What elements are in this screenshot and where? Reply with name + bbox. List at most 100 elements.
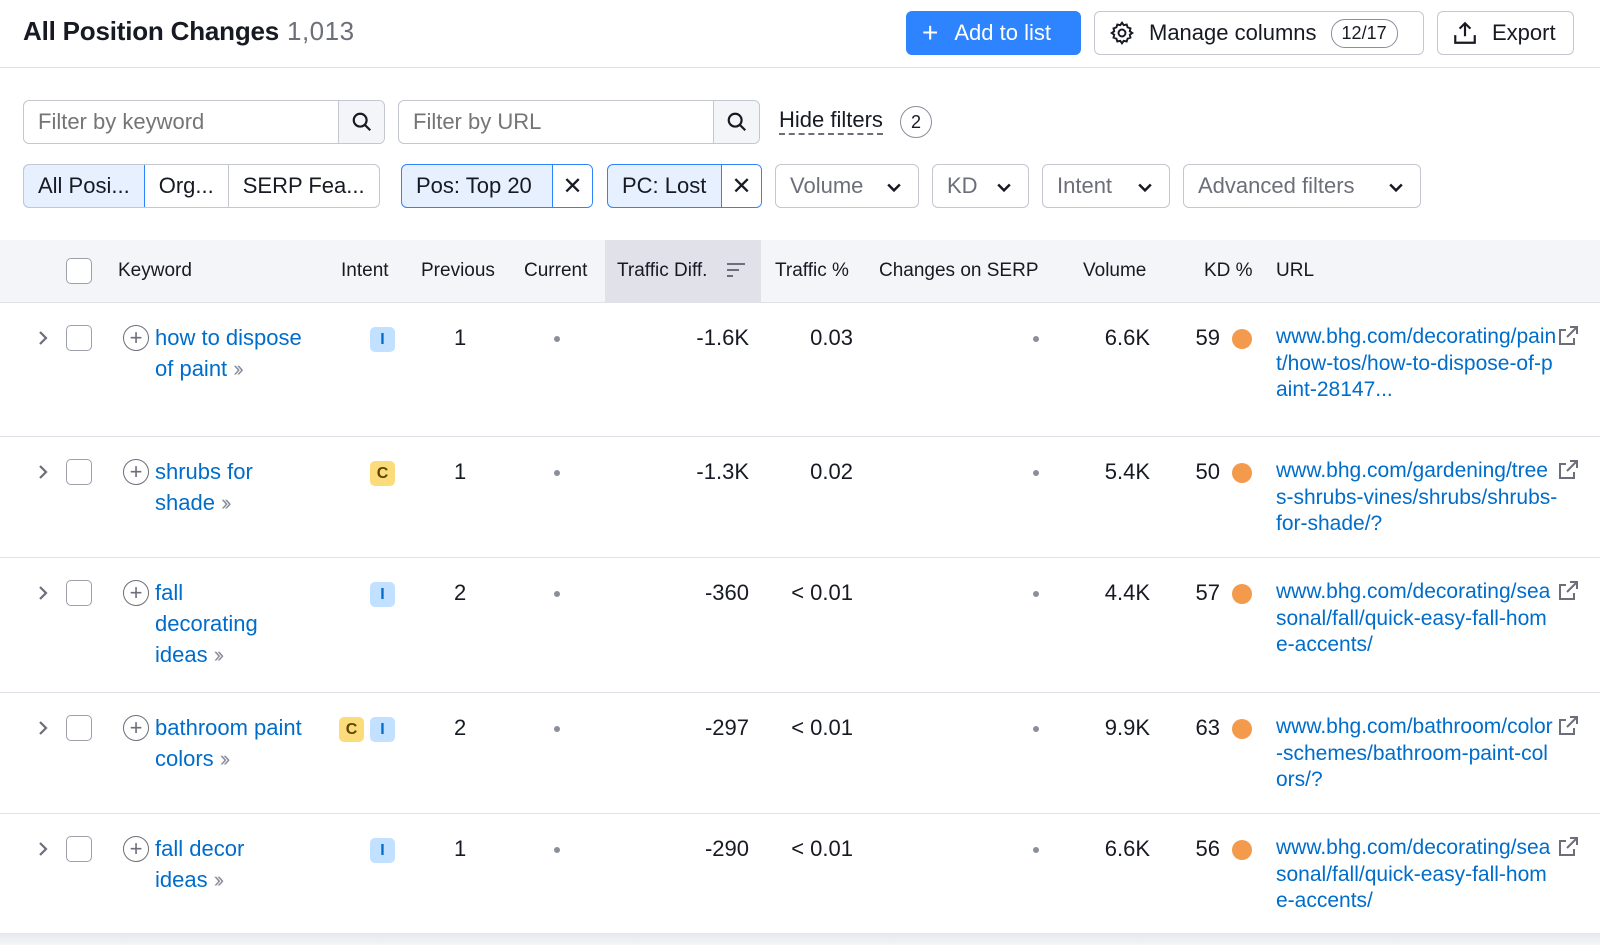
kd-dropdown[interactable]: KD — [932, 164, 1029, 208]
keyword-search-button[interactable] — [338, 101, 384, 143]
intent-badge-informational: I — [370, 327, 395, 352]
traffic-diff: -1.3K — [696, 459, 749, 484]
column-header-traffic-diff[interactable]: Traffic Diff. — [617, 260, 708, 281]
keyword-text: how to dispose of paint — [155, 325, 302, 381]
row-checkbox[interactable] — [66, 715, 92, 741]
ranking-url-link[interactable]: www.bhg.com/bathroom/color-schemes/bathr… — [1276, 715, 1553, 791]
advanced-filters-dropdown[interactable]: Advanced filters — [1183, 164, 1421, 208]
traffic-diff: -1.6K — [696, 325, 749, 350]
column-header-kd[interactable]: KD % — [1204, 260, 1253, 281]
row-checkbox[interactable] — [66, 836, 92, 862]
kd-value: 57 — [1195, 580, 1220, 605]
column-header-traffic-percent[interactable]: Traffic % — [775, 260, 849, 281]
intent-badge-informational: I — [370, 582, 395, 607]
previous-position: 2 — [454, 715, 467, 740]
double-chevron-icon[interactable]: ›› — [213, 642, 224, 667]
previous-position: 1 — [454, 836, 467, 861]
gear-icon — [1110, 21, 1134, 45]
table-row[interactable]: + fall decorating ideas ›› I 2 -360 < 0.0… — [0, 558, 1600, 693]
result-count: 1,013 — [287, 16, 355, 46]
active-filters-count: 2 — [900, 106, 932, 138]
kd-value: 50 — [1195, 459, 1220, 484]
kd-value: 59 — [1195, 325, 1220, 350]
ranking-url-link[interactable]: www.bhg.com/decorating/paint/how-tos/how… — [1276, 325, 1557, 401]
chevron-right-icon[interactable] — [35, 718, 51, 738]
column-header-volume[interactable]: Volume — [1083, 260, 1147, 281]
column-header-intent[interactable]: Intent — [341, 260, 389, 281]
ranking-url-link[interactable]: www.bhg.com/decorating/seasonal/fall/qui… — [1276, 836, 1551, 912]
close-icon[interactable]: ✕ — [721, 165, 761, 207]
external-link-icon[interactable] — [1556, 458, 1580, 482]
keyword-text: fall decor ideas — [155, 836, 245, 892]
add-circle-icon[interactable]: + — [123, 715, 149, 741]
row-checkbox[interactable] — [66, 459, 92, 485]
volume: 5.4K — [1104, 459, 1150, 484]
add-to-list-button[interactable]: + Add to list — [906, 11, 1081, 55]
current-position-empty — [554, 336, 560, 342]
url-filter-input[interactable] — [399, 101, 713, 143]
row-checkbox[interactable] — [66, 580, 92, 606]
row-checkbox[interactable] — [66, 325, 92, 351]
keyword-link[interactable]: how to dispose of paint ›› — [155, 322, 325, 384]
external-link-icon[interactable] — [1556, 324, 1580, 348]
keyword-link[interactable]: bathroom paint colors ›› — [155, 712, 325, 774]
chevron-right-icon[interactable] — [35, 328, 51, 348]
column-header-url[interactable]: URL — [1276, 260, 1315, 281]
column-header-changes-on-serp[interactable]: Changes on SERP — [879, 260, 1039, 281]
double-chevron-icon[interactable]: ›› — [233, 356, 243, 381]
double-chevron-icon[interactable]: ›› — [220, 490, 231, 515]
table-row[interactable]: + how to dispose of paint ›› I 1 -1.6K 0.… — [0, 303, 1600, 437]
external-link-icon[interactable] — [1556, 835, 1580, 859]
segment-organic[interactable]: Org... — [145, 165, 229, 207]
keyword-link[interactable]: fall decor ideas ›› — [155, 833, 285, 895]
chevron-right-icon[interactable] — [35, 583, 51, 603]
close-icon[interactable]: ✕ — [552, 165, 592, 207]
chevron-right-icon[interactable] — [35, 839, 51, 859]
external-link-icon[interactable] — [1556, 579, 1580, 603]
double-chevron-icon[interactable]: ›› — [213, 867, 224, 892]
add-circle-icon[interactable]: + — [123, 325, 149, 351]
ranking-url-link[interactable]: www.bhg.com/gardening/trees-shrubs-vines… — [1276, 459, 1558, 535]
kd-value: 63 — [1195, 715, 1220, 740]
segment-serp-features[interactable]: SERP Fea... — [242, 173, 365, 198]
add-circle-icon[interactable]: + — [123, 459, 149, 485]
keyword-link[interactable]: shrubs for shade ›› — [155, 456, 325, 518]
kd-difficulty-dot — [1232, 584, 1252, 604]
previous-position: 2 — [454, 580, 467, 605]
export-button[interactable]: Export — [1437, 11, 1574, 55]
ranking-url-link[interactable]: www.bhg.com/decorating/seasonal/fall/qui… — [1276, 580, 1551, 656]
table-row[interactable]: + bathroom paint colors ›› C I 2 -297 < 0… — [0, 693, 1600, 814]
serp-changes-empty — [1033, 726, 1039, 732]
chevron-right-icon[interactable] — [35, 462, 51, 482]
keyword-filter-input[interactable] — [24, 101, 338, 143]
columns-count-badge: 12/17 — [1330, 18, 1398, 48]
traffic-percent: 0.02 — [810, 459, 853, 484]
double-chevron-icon[interactable]: ›› — [219, 746, 230, 771]
page-title: All Position Changes — [23, 16, 280, 46]
table-row[interactable]: + fall decor ideas ›› I 1 -290 < 0.01 6.6… — [0, 814, 1600, 934]
table-row[interactable]: + shrubs for shade ›› C 1 -1.3K 0.02 5.4K… — [0, 437, 1600, 558]
column-header-keyword[interactable]: Keyword — [118, 260, 192, 281]
filter-chip-position-change[interactable]: PC: Lost ✕ — [607, 164, 762, 208]
hide-filters-link[interactable]: Hide filters — [779, 109, 883, 135]
column-header-current[interactable]: Current — [524, 260, 588, 281]
external-link-icon[interactable] — [1556, 714, 1580, 738]
segment-all-positions[interactable]: All Posi... — [23, 165, 145, 207]
search-icon — [727, 112, 746, 132]
kd-difficulty-dot — [1232, 840, 1252, 860]
add-circle-icon[interactable]: + — [123, 836, 149, 862]
kd-value: 56 — [1195, 836, 1220, 861]
volume-dropdown[interactable]: Volume — [775, 164, 919, 208]
manage-columns-button[interactable]: Manage columns 12/17 — [1094, 11, 1424, 55]
url-search-button[interactable] — [713, 101, 759, 143]
filter-chip-position[interactable]: Pos: Top 20 ✕ — [401, 164, 593, 208]
column-header-previous[interactable]: Previous — [421, 260, 495, 281]
keyword-link[interactable]: fall decorating ideas ›› — [155, 577, 285, 670]
select-all-checkbox[interactable] — [66, 258, 92, 284]
intent-badge-informational: I — [370, 717, 395, 742]
sort-icon[interactable] — [725, 261, 747, 281]
intent-dropdown[interactable]: Intent — [1042, 164, 1170, 208]
position-type-segmented-control: All Posi... Org... SERP Fea... — [23, 164, 380, 208]
intent-badge-commercial: C — [370, 461, 395, 486]
add-circle-icon[interactable]: + — [123, 580, 149, 606]
